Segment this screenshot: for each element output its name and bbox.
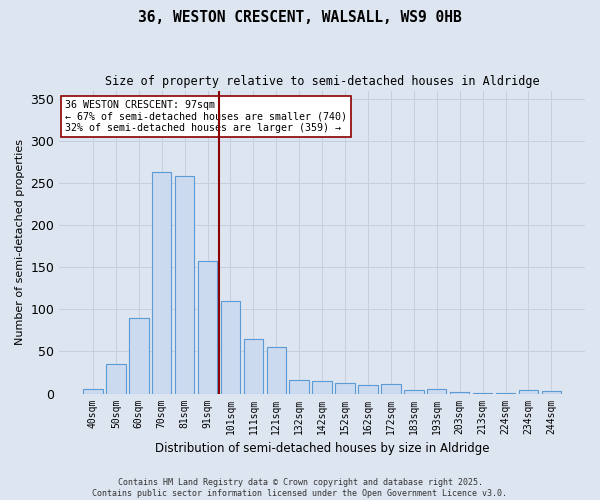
Bar — [335, 382, 355, 394]
Bar — [175, 176, 194, 394]
Text: Contains HM Land Registry data © Crown copyright and database right 2025.
Contai: Contains HM Land Registry data © Crown c… — [92, 478, 508, 498]
Y-axis label: Number of semi-detached properties: Number of semi-detached properties — [15, 139, 25, 345]
Bar — [542, 391, 561, 394]
Bar — [198, 262, 217, 394]
Bar — [152, 172, 172, 394]
Text: 36 WESTON CRESCENT: 97sqm
← 67% of semi-detached houses are smaller (740)
32% of: 36 WESTON CRESCENT: 97sqm ← 67% of semi-… — [65, 100, 347, 133]
Bar — [473, 392, 493, 394]
Bar — [106, 364, 125, 394]
Bar — [221, 301, 240, 394]
Text: 36, WESTON CRESCENT, WALSALL, WS9 0HB: 36, WESTON CRESCENT, WALSALL, WS9 0HB — [138, 10, 462, 25]
Bar — [313, 381, 332, 394]
Bar — [404, 390, 424, 394]
Bar — [427, 390, 446, 394]
Bar — [381, 384, 401, 394]
Bar — [83, 388, 103, 394]
Bar — [266, 348, 286, 394]
Bar — [358, 385, 378, 394]
X-axis label: Distribution of semi-detached houses by size in Aldridge: Distribution of semi-detached houses by … — [155, 442, 490, 455]
Bar — [496, 392, 515, 394]
Bar — [129, 318, 149, 394]
Bar — [244, 339, 263, 394]
Bar — [450, 392, 469, 394]
Bar — [518, 390, 538, 394]
Bar — [289, 380, 309, 394]
Title: Size of property relative to semi-detached houses in Aldridge: Size of property relative to semi-detach… — [105, 75, 539, 88]
